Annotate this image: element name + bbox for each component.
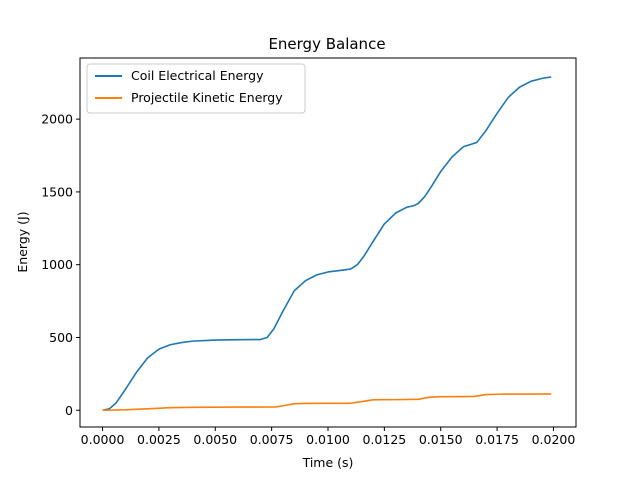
x-tick-label: 0.0000 <box>81 432 125 447</box>
series-layer <box>102 76 552 412</box>
legend-label-projectile-kinetic-energy: Projectile Kinetic Energy <box>131 90 283 105</box>
x-tick-label: 0.0150 <box>419 432 463 447</box>
series-line-projectile-kinetic-energy <box>102 393 552 412</box>
y-axis-label: Energy (J) <box>15 211 30 272</box>
y-tick-label: 2000 <box>41 112 73 127</box>
y-tick-label: 1500 <box>41 184 73 199</box>
legend-label-coil-electrical-energy: Coil Electrical Energy <box>131 68 264 83</box>
legend-box <box>86 63 306 114</box>
y-tick-label: 0 <box>65 403 73 418</box>
y-axis: 0 500 1000 1500 2000 <box>41 112 80 418</box>
x-tick-label: 0.0075 <box>250 432 294 447</box>
plot-frame <box>79 57 577 428</box>
x-tick-label: 0.0200 <box>532 432 576 447</box>
x-tick-label: 0.0050 <box>193 432 237 447</box>
x-tick-label: 0.0025 <box>137 432 181 447</box>
x-tick-label: 0.0100 <box>306 432 350 447</box>
x-axis: 0.0000 0.0025 0.0050 0.0075 0.0100 0.0125 0.01… <box>81 427 576 447</box>
y-tick-label: 500 <box>49 330 73 345</box>
chart-title: Energy Balance <box>268 35 385 53</box>
x-axis-label: Time (s) <box>302 455 354 470</box>
y-tick-label: 1000 <box>41 257 73 272</box>
legend: Coil Electrical Energy Projectile Kineti… <box>86 63 306 114</box>
series-line-coil-electrical-energy <box>102 76 552 412</box>
x-tick-label: 0.0125 <box>362 432 406 447</box>
x-tick-label: 0.0175 <box>475 432 519 447</box>
